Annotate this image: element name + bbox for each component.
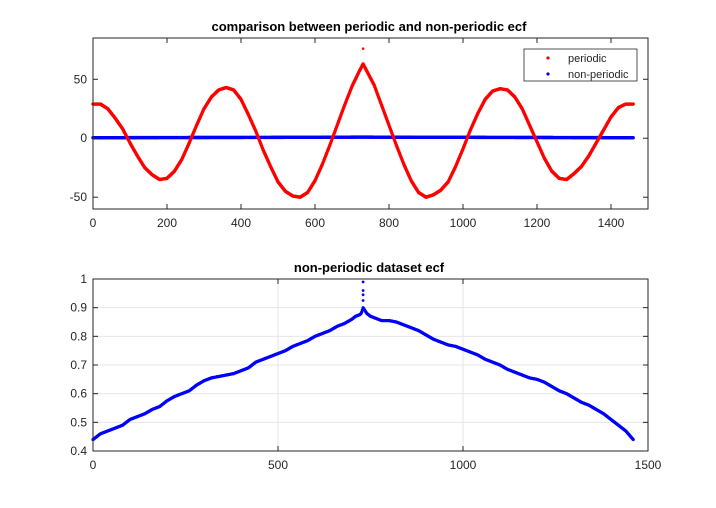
y-tick-label: 0.6 <box>70 387 87 401</box>
chart2-marks <box>91 280 635 442</box>
chart1-legend: periodic non-periodic <box>523 48 638 82</box>
periodic-point <box>631 102 635 106</box>
y-tick-label: 0.8 <box>70 329 87 343</box>
y-tick-label: 0.4 <box>70 444 87 458</box>
legend-label-non-periodic: non-periodic <box>568 69 629 81</box>
chart2-y-ticks: 0.4 0.5 0.6 0.7 0.8 0.9 1 <box>70 272 648 458</box>
chart2-x-ticks: 0 500 1000 1500 <box>90 279 662 472</box>
y-tick-label: 0.7 <box>70 358 87 372</box>
non-periodic-point <box>631 136 635 140</box>
chart1-title: comparison between periodic and non-peri… <box>212 19 528 34</box>
chart-non-periodic-ecf: non-periodic dataset ecf 0 500 1000 1500 0.… <box>70 260 661 472</box>
chart1-marks <box>91 47 635 199</box>
x-tick-label: 1500 <box>635 458 662 472</box>
y-tick-label: 0.5 <box>70 415 87 429</box>
x-tick-label: 1200 <box>524 216 551 230</box>
y-tick-label: -50 <box>70 190 88 204</box>
ecf-point <box>631 437 635 442</box>
x-tick-label: 400 <box>231 216 251 230</box>
y-tick-label: 0 <box>80 131 87 145</box>
chart1-x-ticks: 0 200 400 600 800 1000 1200 1400 <box>90 38 625 230</box>
x-tick-label: 1000 <box>450 216 477 230</box>
x-tick-label: 500 <box>268 458 288 472</box>
ecf-peak-point <box>361 293 365 297</box>
chart2-axes-box <box>92 278 649 452</box>
y-tick-label: 0.9 <box>70 301 87 315</box>
y-tick-label: 50 <box>74 72 88 86</box>
ecf-peak-point <box>361 280 365 284</box>
chart2-title: non-periodic dataset ecf <box>294 260 445 275</box>
x-tick-label: 0 <box>90 216 97 230</box>
chart1-y-ticks: -50 0 50 <box>70 72 648 204</box>
periodic-outlier-point <box>361 47 365 50</box>
ecf-peak-point <box>361 289 365 292</box>
ecf-peak-point <box>361 299 365 302</box>
legend-box <box>523 48 638 82</box>
legend-marker-non-periodic <box>546 72 550 76</box>
x-tick-label: 600 <box>305 216 325 230</box>
x-tick-label: 800 <box>379 216 399 230</box>
chart-periodic-comparison: comparison between periodic and non-peri… <box>70 19 649 230</box>
legend-marker-periodic <box>546 56 550 60</box>
x-tick-label: 1400 <box>598 216 625 230</box>
x-tick-label: 200 <box>157 216 177 230</box>
y-tick-label: 1 <box>80 272 87 286</box>
chart1-axes-box <box>92 37 649 210</box>
x-tick-label: 1000 <box>450 458 477 472</box>
x-tick-label: 0 <box>90 458 97 472</box>
legend-label-periodic: periodic <box>568 53 607 65</box>
